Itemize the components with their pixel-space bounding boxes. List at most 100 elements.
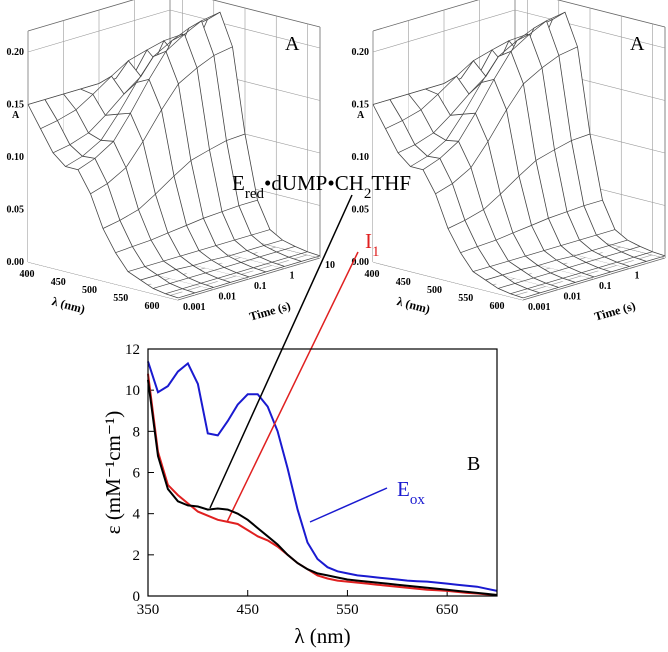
surface-column	[65, 155, 83, 167]
surface-column	[481, 56, 499, 83]
surface-column	[92, 75, 112, 95]
z-tick-label: 0.05	[352, 205, 370, 216]
surface-column	[427, 139, 447, 157]
surface-column	[165, 288, 183, 295]
x-tick-label: 600	[490, 301, 505, 312]
surface-column	[132, 239, 152, 247]
z-tick-label: 0.00	[7, 257, 25, 268]
z-tick-label: 0.10	[7, 152, 25, 163]
surface-column	[598, 261, 618, 269]
surface-column	[450, 93, 470, 116]
surface-column	[518, 160, 537, 177]
y-tick-label: 12	[125, 342, 140, 358]
surface-column	[420, 93, 439, 111]
surface-column	[75, 93, 94, 111]
series-line	[147, 373, 498, 596]
surface-column	[200, 277, 219, 284]
surface-column	[236, 267, 254, 274]
series-label-part: •dUMP•CH	[264, 171, 364, 195]
surface-column	[240, 256, 260, 263]
surface-column	[148, 51, 167, 80]
surface-column	[102, 220, 121, 229]
surface-column	[82, 139, 102, 157]
surface-column	[531, 217, 549, 226]
surface-column	[288, 251, 308, 258]
surface-column	[452, 167, 472, 184]
surface-column	[138, 193, 156, 210]
panel-label: B	[467, 453, 480, 475]
surface-column	[161, 83, 179, 111]
x-tick-label: 400	[20, 269, 35, 280]
surface-column	[502, 269, 522, 276]
surface-column	[510, 33, 530, 52]
surface-column	[560, 239, 580, 246]
y-axis-label: Time (s)	[593, 299, 637, 324]
surface-column	[201, 11, 221, 22]
surface-column	[77, 158, 96, 170]
surface-column	[213, 46, 233, 56]
annotation-line	[226, 251, 359, 523]
surface-column	[495, 232, 514, 241]
surface-column	[171, 27, 190, 41]
plot-frame	[147, 348, 498, 597]
surface-column	[144, 260, 164, 267]
surface-column	[510, 288, 528, 295]
surface-column	[493, 51, 512, 80]
surface-column	[483, 193, 501, 210]
x-axis-label: λ (nm)	[294, 624, 350, 648]
surface-column	[226, 133, 246, 141]
surface-column	[100, 114, 119, 141]
z-tick-label: 0.15	[352, 100, 370, 111]
surface-row	[372, 104, 524, 299]
surface-column	[548, 211, 568, 219]
surface-column	[238, 199, 258, 206]
z-axis-label: A	[357, 110, 365, 121]
surface-column	[433, 115, 451, 134]
surface-column	[88, 115, 106, 134]
surface-column	[301, 255, 321, 262]
x-tick-label: 550	[458, 293, 473, 304]
y-tick-label: 2	[133, 548, 141, 564]
surface-column	[535, 149, 555, 161]
y-tick-label: 0.1	[599, 281, 612, 292]
surface-column	[425, 83, 445, 90]
surface-column	[251, 229, 271, 236]
series-label-part: red	[245, 186, 265, 202]
annotation-line	[209, 194, 353, 509]
y-axis-label: Time (s)	[248, 299, 292, 324]
surface-column	[543, 245, 562, 251]
z-tick-label: 0.15	[7, 100, 25, 111]
x-tick-label: 650	[436, 602, 459, 618]
surface-column	[571, 133, 591, 141]
surface-column	[491, 40, 510, 51]
x-tick-label: 400	[365, 269, 380, 280]
surface-column	[414, 132, 434, 145]
surface-column	[234, 234, 252, 241]
surface-column	[69, 132, 89, 145]
surface-column	[558, 282, 576, 288]
surface-column	[397, 144, 416, 154]
series-label-part: 2	[364, 186, 372, 202]
series-label-part: ox	[410, 492, 426, 508]
surface-column	[633, 251, 653, 258]
x-tick-label: 500	[427, 285, 442, 296]
y-tick-label: 8	[133, 424, 141, 440]
surface-column	[621, 246, 641, 253]
x-tick-label: 450	[236, 602, 259, 618]
z-tick-label: 0.10	[352, 152, 370, 163]
surface-column	[585, 256, 605, 263]
surface-column	[177, 292, 196, 299]
surface-column	[523, 67, 543, 85]
surface-column	[115, 246, 133, 253]
x-tick-label: 600	[145, 301, 160, 312]
surface-column	[228, 250, 248, 257]
surface-column	[215, 239, 235, 246]
surface-column	[545, 277, 564, 284]
surface-column	[178, 67, 198, 85]
surface-column	[439, 141, 459, 159]
panel-label: A	[630, 33, 645, 55]
surface-column	[190, 149, 210, 161]
surface-column	[437, 75, 457, 95]
surface-column	[167, 225, 187, 234]
surface-column	[217, 272, 237, 279]
